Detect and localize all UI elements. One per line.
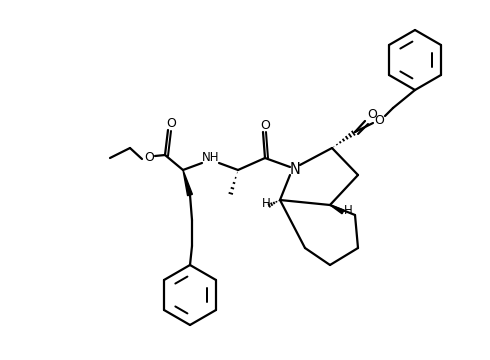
- Polygon shape: [330, 205, 344, 214]
- Text: O: O: [374, 113, 384, 126]
- Text: N: N: [290, 162, 300, 176]
- Polygon shape: [183, 170, 193, 196]
- Text: H: H: [343, 203, 352, 216]
- Text: O: O: [260, 118, 270, 131]
- Text: O: O: [144, 150, 154, 163]
- Text: O: O: [166, 117, 176, 130]
- Text: H: H: [262, 197, 270, 210]
- Text: O: O: [367, 108, 377, 121]
- Text: NH: NH: [202, 150, 220, 163]
